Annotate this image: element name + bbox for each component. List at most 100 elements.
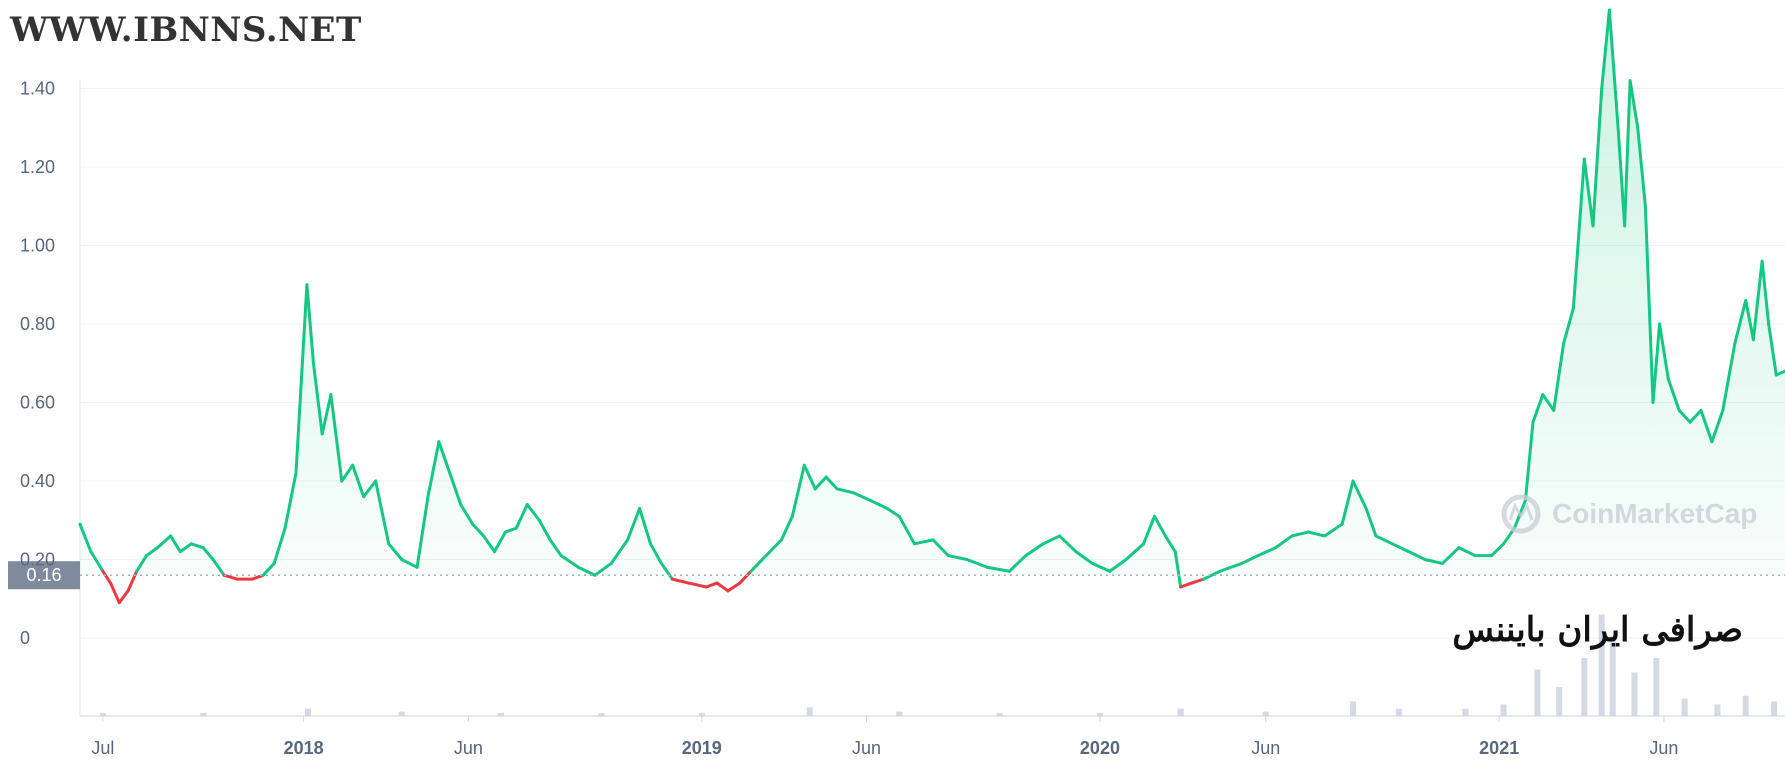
y-axis: 1.40 1.20 1.00 0.80 0.60 0.40 0.20 0 [20,79,55,649]
price-segment [1340,479,1355,526]
price-segment [1600,8,1611,90]
price-segment [340,463,355,483]
y-tick-label: 0.60 [20,393,55,413]
price-segment [715,581,730,593]
price-segment [1407,550,1427,561]
price-segment [1616,126,1627,228]
price-segment [559,554,581,569]
y-tick-label: 1.00 [20,236,55,256]
price-segment [1582,157,1595,228]
price-segment [790,463,806,518]
price-segment [1523,420,1535,503]
volume-bars [99,614,1778,716]
volume-bar [1609,636,1616,716]
price-segment [1623,79,1632,228]
price-segment [869,499,889,510]
price-segment [1760,259,1771,326]
price-segment [362,479,378,499]
volume-bar [1395,708,1402,716]
price-segment [749,554,768,573]
x-tick-label: 2020 [1080,738,1120,758]
price-segment [211,558,226,577]
price-segment [1607,8,1620,130]
price-segment [351,463,366,499]
price-segment [109,581,121,605]
price-segment [482,534,497,554]
price-segment [824,475,839,491]
price-segment [1658,322,1670,381]
price-segment [135,554,149,573]
x-tick-label: Jun [454,738,483,758]
price-segment [1562,306,1575,346]
price-segment [78,522,93,554]
price-segment [1628,79,1640,130]
price-segment [1202,569,1222,581]
price-segment [178,542,193,554]
price-segment [779,514,794,542]
price-segment [1591,87,1604,228]
x-tick-label: 2018 [284,738,324,758]
price-segment [670,577,691,585]
price-segment [1531,393,1545,424]
price-segment [1688,408,1703,424]
watermark-text: CoinMarketCap [1552,498,1758,529]
volume-bar [200,713,207,716]
price-segment [726,581,742,593]
price-segment [986,565,1011,573]
price-segment [897,514,917,546]
price-segment [1351,479,1368,510]
price-segment [1124,542,1146,561]
price-segment [155,534,173,550]
price-segment [1677,408,1692,424]
price-segment [738,569,753,585]
price-segment [609,538,630,565]
price-segment [1256,546,1278,558]
price-segment [1190,577,1206,585]
price-segment [1108,558,1128,573]
price-segment [101,569,113,585]
price-segment [1767,322,1778,377]
price-segment [1041,534,1062,546]
y-tick-label: 0.20 [20,550,55,570]
volume-bar [598,713,605,716]
price-segment [1024,542,1045,558]
price-segment [437,440,452,475]
price-segment [1651,322,1662,404]
area-fill [80,10,1785,603]
price-segment [471,522,486,538]
exchange-label: صرافی ایران بایننس [1452,610,1743,650]
volume-bar [1581,658,1588,716]
price-segment [294,283,309,475]
price-segment [835,487,855,495]
price-segment [764,538,783,558]
volume-bar [806,707,813,716]
price-segment [577,565,597,577]
volume-bar [896,711,903,716]
price-segment [885,506,901,518]
price-segment [1364,506,1378,538]
price-segment [1571,157,1586,310]
y-tick-label: 1.40 [20,79,55,99]
price-segment [1179,581,1194,589]
price-segment [687,581,708,589]
price-segment [169,534,182,554]
volume-bar [498,713,505,716]
price-segment [283,471,298,530]
volume-bar [1262,711,1269,716]
price-segment [626,506,642,542]
volume-bar [1350,701,1357,716]
price-segment [649,542,663,565]
volume-bar [1556,687,1563,716]
price-segment [415,495,430,569]
volume-bar [1681,698,1688,716]
price-segment [548,538,563,558]
price-segment [1643,204,1655,404]
price-segment [1306,530,1327,538]
price-segment [1710,408,1725,444]
price-segment [1007,554,1028,573]
price-segment [117,589,130,605]
price-segment [459,503,475,526]
baseline: 0.16 [8,561,1785,590]
